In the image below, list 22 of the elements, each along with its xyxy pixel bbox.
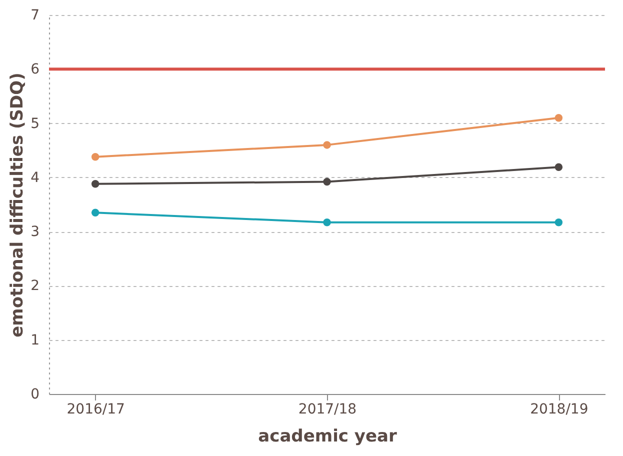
point — [323, 218, 331, 226]
point — [91, 152, 100, 161]
point — [323, 178, 331, 186]
point — [554, 218, 563, 226]
x-tick-label: 2016/17 — [66, 402, 125, 418]
point — [91, 208, 100, 216]
point — [91, 180, 100, 188]
y-tick-label: 0 — [30, 386, 40, 402]
point — [554, 163, 563, 172]
y-tick-label: 6 — [30, 62, 40, 78]
y-tick-label: 1 — [30, 332, 40, 348]
y-tick-label: 5 — [30, 116, 40, 132]
y-axis-title: emotional difficulties (SDQ) — [8, 72, 28, 338]
y-tick-label: 2 — [30, 278, 40, 294]
y-tick-label: 7 — [30, 8, 40, 24]
x-tick-label: 2017/18 — [298, 402, 357, 418]
y-tick-label: 3 — [30, 224, 40, 240]
point — [554, 114, 563, 122]
x-axis-title: academic year — [258, 426, 398, 446]
x-tick-label: 2018/19 — [530, 402, 588, 418]
point — [323, 141, 331, 149]
y-tick-label: 4 — [30, 170, 40, 186]
